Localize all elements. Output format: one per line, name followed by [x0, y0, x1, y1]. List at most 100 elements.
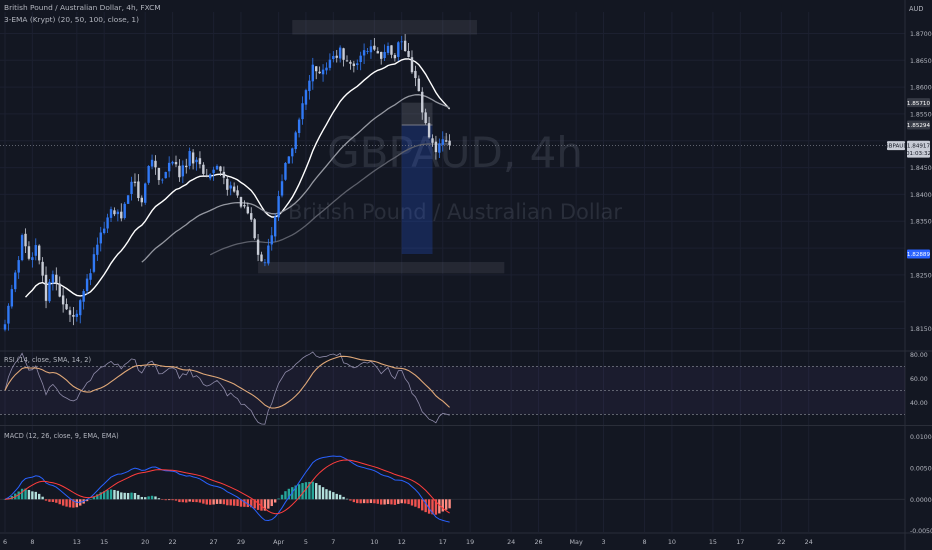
time-tick-label: 13: [73, 538, 81, 546]
candle-body: [113, 210, 116, 215]
candle-body: [321, 69, 325, 75]
macd-histogram-bar: [253, 499, 256, 509]
candle: [212, 166, 215, 181]
time-tick-label: 8: [643, 538, 647, 546]
macd-histogram-bar: [318, 485, 321, 500]
rsi-panel[interactable]: [0, 351, 905, 425]
candle: [280, 174, 284, 198]
drawings[interactable]: [0, 20, 905, 274]
candle-body: [403, 40, 407, 51]
macd-histogram-bar: [441, 499, 444, 512]
macd-histogram-bar: [3, 499, 7, 500]
macd-histogram-bar: [273, 499, 277, 503]
time-tick-label: May: [570, 538, 583, 546]
macd-histogram-bar: [209, 499, 212, 505]
price-tick-label: 1.85500: [910, 111, 932, 118]
candle: [178, 159, 181, 182]
time-tick-label: 6: [3, 538, 7, 546]
candle: [154, 155, 157, 175]
candle: [157, 167, 161, 185]
macd-histogram-bar: [150, 495, 154, 500]
ema-100-line: [209, 143, 450, 256]
candle-body: [82, 291, 85, 302]
candle-body: [253, 219, 256, 239]
candle: [352, 60, 356, 73]
candle-body: [397, 42, 400, 57]
macd-histogram-bar: [369, 499, 373, 504]
ema-lines: [24, 58, 451, 298]
macd-histogram-bar: [366, 499, 369, 504]
macd-histogram-bar: [137, 494, 140, 500]
candle: [171, 160, 174, 166]
candle-body: [438, 143, 441, 153]
candle: [359, 51, 362, 71]
candle-body: [414, 70, 417, 79]
macd-histogram-bar: [444, 499, 448, 510]
macd-histogram-bar: [397, 499, 400, 504]
candle: [195, 157, 198, 171]
candle-body: [380, 51, 383, 59]
candle-body: [376, 51, 379, 54]
currency-label: AUD: [909, 5, 923, 13]
candle-body: [102, 228, 106, 234]
candle-body: [174, 162, 178, 165]
candle-body: [434, 141, 438, 153]
candle: [205, 168, 208, 178]
time-tick-label: 12: [398, 538, 406, 546]
macd-histogram-bar: [294, 485, 297, 500]
candle: [397, 41, 400, 61]
macd-histogram-bar: [232, 499, 236, 506]
candle-body: [167, 162, 171, 172]
candle-body: [181, 165, 185, 177]
time-tick-label: 29: [237, 538, 245, 546]
candle: [17, 256, 20, 279]
candle-body: [10, 289, 14, 307]
candle-body: [332, 56, 335, 60]
candle-body: [123, 203, 126, 218]
candle: [393, 53, 397, 62]
candle-body: [417, 78, 421, 92]
candle-body: [147, 166, 150, 183]
macd-histogram-bar: [256, 499, 260, 510]
price-tick-label: 1.87000: [910, 31, 932, 38]
candle-body: [24, 233, 27, 247]
candle-body: [318, 71, 321, 74]
candle-body: [328, 59, 332, 68]
macd-histogram-bar: [123, 492, 126, 500]
candle: [174, 155, 178, 168]
candle-body: [130, 181, 133, 194]
candle: [273, 213, 277, 242]
time-tick-label: 22: [169, 538, 177, 546]
time-tick-label: 24: [507, 538, 515, 546]
macd-panel[interactable]: [0, 455, 905, 523]
macd-histogram-bar: [34, 491, 37, 500]
macd-histogram-bar: [48, 499, 51, 502]
macd-histogram-bar: [373, 499, 376, 504]
candle-body: [89, 273, 92, 280]
macd-histogram-bar: [99, 492, 102, 500]
time-tick-label: 10: [370, 538, 378, 546]
rsi-tick-label: 80.00: [910, 352, 928, 359]
candle-body: [362, 50, 366, 56]
macd-signal-line: [4, 459, 450, 515]
macd-histogram-bar: [380, 499, 383, 505]
candle: [349, 60, 352, 70]
macd-histogram-bar: [362, 499, 366, 504]
macd-histogram-bar: [386, 499, 390, 505]
candle: [431, 134, 434, 147]
zone-rectangle-1: [258, 262, 505, 274]
candle: [284, 161, 287, 181]
macd-histogram-bar: [287, 488, 291, 500]
candle-body: [356, 63, 359, 65]
ema-50-line: [141, 94, 450, 263]
candle: [27, 241, 31, 261]
macd-histogram-bar: [58, 499, 61, 505]
macd-histogram-bar: [185, 499, 188, 503]
macd-histogram-bar: [421, 499, 424, 511]
candle: [356, 59, 359, 70]
candle-body: [150, 159, 154, 167]
candle-body: [444, 140, 448, 142]
macd-histogram-bar: [133, 493, 137, 500]
